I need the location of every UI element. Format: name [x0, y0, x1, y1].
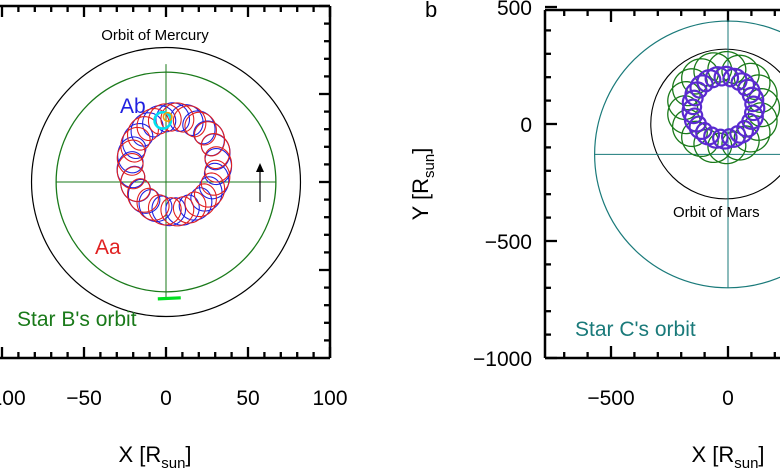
- panel-b-crosshair: [594, 21, 780, 288]
- panel-b-y-tick-label: 500: [497, 0, 532, 20]
- panel-b-orbit-loops: [667, 50, 780, 165]
- mars-orbit-label: Orbit of Mars: [673, 204, 760, 221]
- panel-b-y-tick-labels: 500 0 −500 −1000: [473, 0, 532, 371]
- panel-a-crosshair: [56, 64, 276, 300]
- panel-b-x-axis-title: X [Rsun]: [691, 442, 764, 470]
- panel-b-y-tick-label: −500: [485, 231, 532, 254]
- panel-b-y-tick-label: −1000: [473, 348, 532, 371]
- panel-a-x-tick-label: 0: [160, 387, 172, 410]
- star-c-orbit-label: Star C's orbit: [575, 318, 696, 341]
- panel-a-ticks: [0, 4, 332, 358]
- ab-label: Ab: [120, 95, 146, 118]
- panel-a-x-tick-label: 100: [312, 387, 347, 410]
- star-a-orbit-path: [681, 65, 766, 150]
- panel-a: Orbit of Mercury Ab Aa Star B's orbit −1…: [0, 4, 348, 470]
- panel-a-x-tick-label: −50: [66, 387, 102, 410]
- panel-b-frame: [543, 8, 780, 360]
- panel-a-highlights: [153, 110, 181, 301]
- aa-label: Aa: [95, 236, 121, 259]
- panel-b-y-axis-title: Y [Rsun]: [408, 148, 438, 221]
- panel-b-ticks: [545, 5, 776, 360]
- panel-a-x-tick-label: −100: [0, 387, 26, 410]
- panel-b-x-tick-label: −500: [587, 387, 634, 410]
- aa-orbit-path: [116, 102, 233, 227]
- panel-b-x-tick-label: 0: [722, 387, 734, 410]
- panel-a-x-axis-title: X [Rsun]: [118, 442, 191, 470]
- panel-a-orbit-loops: [116, 102, 233, 227]
- mercury-orbit-label: Orbit of Mercury: [101, 27, 209, 44]
- mars-orbit-circle: [650, 48, 780, 200]
- mercury-orbit-circle: [30, 46, 302, 318]
- star-b-wide-orbit-path: [667, 50, 780, 165]
- panel-b-y-tick-label: 0: [520, 114, 532, 137]
- direction-arrow: [256, 163, 264, 202]
- panel-b: b Orbit of Mars Star C's orbit 5000−500−…: [408, 0, 780, 470]
- orange-highlight-loop: [162, 111, 173, 122]
- lime-orbit-segment: [157, 296, 181, 301]
- panel-b-x-tick-labels: −500 0: [587, 387, 734, 410]
- panel-b-letter: b: [425, 0, 437, 22]
- ab-orbit-path: [116, 102, 233, 227]
- panel-a-x-tick-labels: −100 −50 0 50 100: [0, 387, 348, 410]
- panel-a-x-tick-label: 50: [236, 387, 259, 410]
- star-b-orbit-label: Star B's orbit: [17, 308, 137, 331]
